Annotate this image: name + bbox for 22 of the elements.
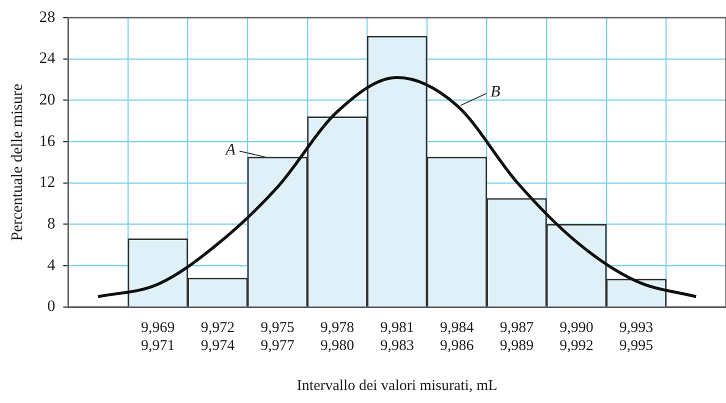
x-axis-title: Intervallo dei valori misurati, mL xyxy=(296,378,498,394)
x-tick-label: 9,972 9,974 xyxy=(200,320,236,354)
y-tick-label: 0 xyxy=(47,298,56,316)
x-tick-label: 9,993 9,995 xyxy=(619,320,654,354)
x-tick-label: 9,975 9,977 xyxy=(260,320,295,354)
annotation: B xyxy=(490,84,500,101)
y-axis-title: Percentuale delle misure xyxy=(8,84,26,241)
y-tick-label: 20 xyxy=(39,91,56,108)
y-tick-label: 28 xyxy=(39,8,56,26)
x-tick-label: 9,984 9,986 xyxy=(440,320,474,354)
y-tick-label: 4 xyxy=(47,256,56,274)
y-tick-label: 8 xyxy=(47,216,56,233)
y-tick-label: 16 xyxy=(39,132,56,150)
line-series xyxy=(96,76,698,298)
y-tick-label: 24 xyxy=(39,50,56,68)
x-tick-label: 9,990 9,992 xyxy=(560,320,594,354)
annotation: A xyxy=(224,141,236,158)
x-tick-label: 9,969 9,971 xyxy=(141,320,175,354)
x-tick-label: 9,978 9,980 xyxy=(320,320,354,354)
x-tick-label: 9,987 9,989 xyxy=(500,320,534,354)
x-tick-label: 9,981 9,983 xyxy=(380,320,414,354)
y-tick-label: 12 xyxy=(39,174,56,192)
